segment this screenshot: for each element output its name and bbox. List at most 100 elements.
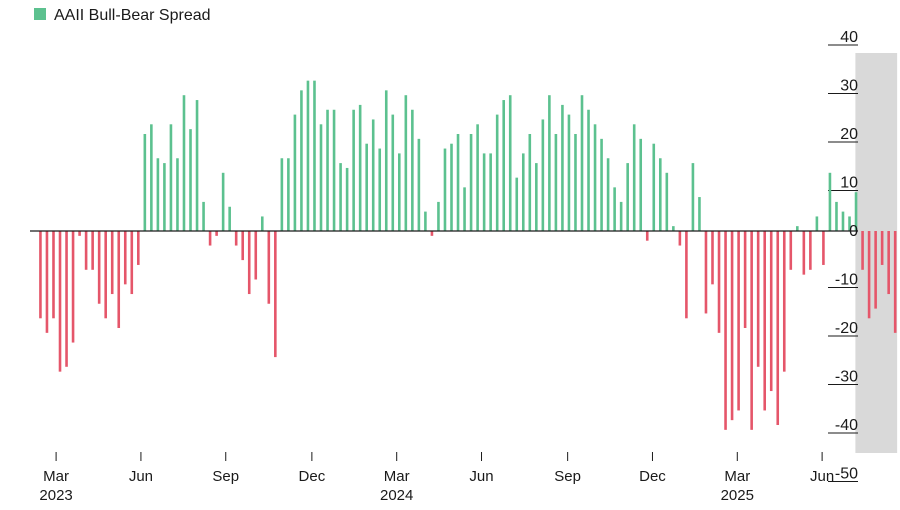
bar [756,231,760,367]
bar [378,148,382,231]
y-tick-label: 0 [849,223,858,240]
x-tick-label: Sep [554,468,581,485]
bar [554,134,558,231]
x-tick-label: Jun [810,468,834,485]
bar [776,231,780,425]
bar [835,201,838,231]
bar [371,119,375,231]
bar [241,231,245,261]
bar [228,206,231,231]
bar [391,114,395,231]
bars [39,80,897,430]
x-year-label: 2023 [39,487,72,504]
bar [339,163,342,231]
bar [606,158,610,231]
bar [97,231,101,304]
bar [769,231,773,392]
bar [345,167,349,231]
bar [476,124,479,231]
bar [639,138,643,231]
bar [437,201,440,231]
bar [411,109,414,231]
bar [65,231,68,367]
x-year-label: 2024 [380,487,413,504]
bar [489,153,492,231]
bar [358,104,362,231]
bar [313,80,316,232]
bar [809,231,812,270]
y-gridlines [828,44,858,482]
bar [815,216,819,231]
bar [352,109,355,231]
bar [802,231,806,275]
bar [495,114,499,231]
bar [678,231,682,246]
bar [613,187,616,231]
bar [887,231,890,295]
legend-label: AAII Bull-Bear Spread [54,7,211,24]
bar [150,124,153,231]
bar [326,109,329,231]
bar [215,231,218,236]
x-tick-label: Mar [384,468,410,485]
bar [541,119,545,231]
bar [861,231,864,270]
bar [548,95,551,231]
bar [508,95,512,231]
bar [71,231,75,343]
bar [117,231,121,328]
x-tick-label: Dec [639,468,666,485]
bar [789,231,793,270]
bar [482,153,486,231]
bar [463,187,466,231]
bar [384,90,388,231]
y-tick-label: 30 [840,78,858,95]
bar [91,231,94,270]
bar [287,158,290,231]
bar [300,90,303,231]
bar [574,134,577,231]
y-tick-label: -10 [835,272,858,289]
bar [430,231,434,236]
bar [78,231,81,236]
bar [711,231,714,285]
bar [274,231,277,358]
x-tick-label: Mar [724,468,750,485]
bar [332,109,336,231]
bar [163,163,166,231]
bar [828,172,832,231]
bar [247,231,251,295]
bar [169,124,173,231]
bar [319,124,323,231]
bar [123,231,127,285]
bar [404,95,408,231]
bar [182,95,186,231]
bar [848,216,851,231]
bar [45,231,49,333]
bar [619,201,623,231]
bar [234,231,238,246]
bar [750,231,753,430]
bar [189,129,192,231]
bar [293,114,297,231]
x-tick-label: Jun [469,468,493,485]
bar [874,231,877,309]
bar [652,143,656,231]
bar [645,231,649,241]
bar [84,231,88,270]
legend-swatch [34,8,46,20]
bar [724,231,727,430]
bar [456,134,460,231]
y-tick-label: 10 [840,175,858,192]
bar [104,231,107,319]
bar [867,231,871,319]
bar [782,231,786,372]
legend: AAII Bull-Bear Spread [34,7,211,24]
bar [730,231,734,421]
bar [221,172,225,231]
bar [743,231,747,328]
bar [587,109,590,231]
bar [600,138,603,231]
bar [796,226,799,231]
